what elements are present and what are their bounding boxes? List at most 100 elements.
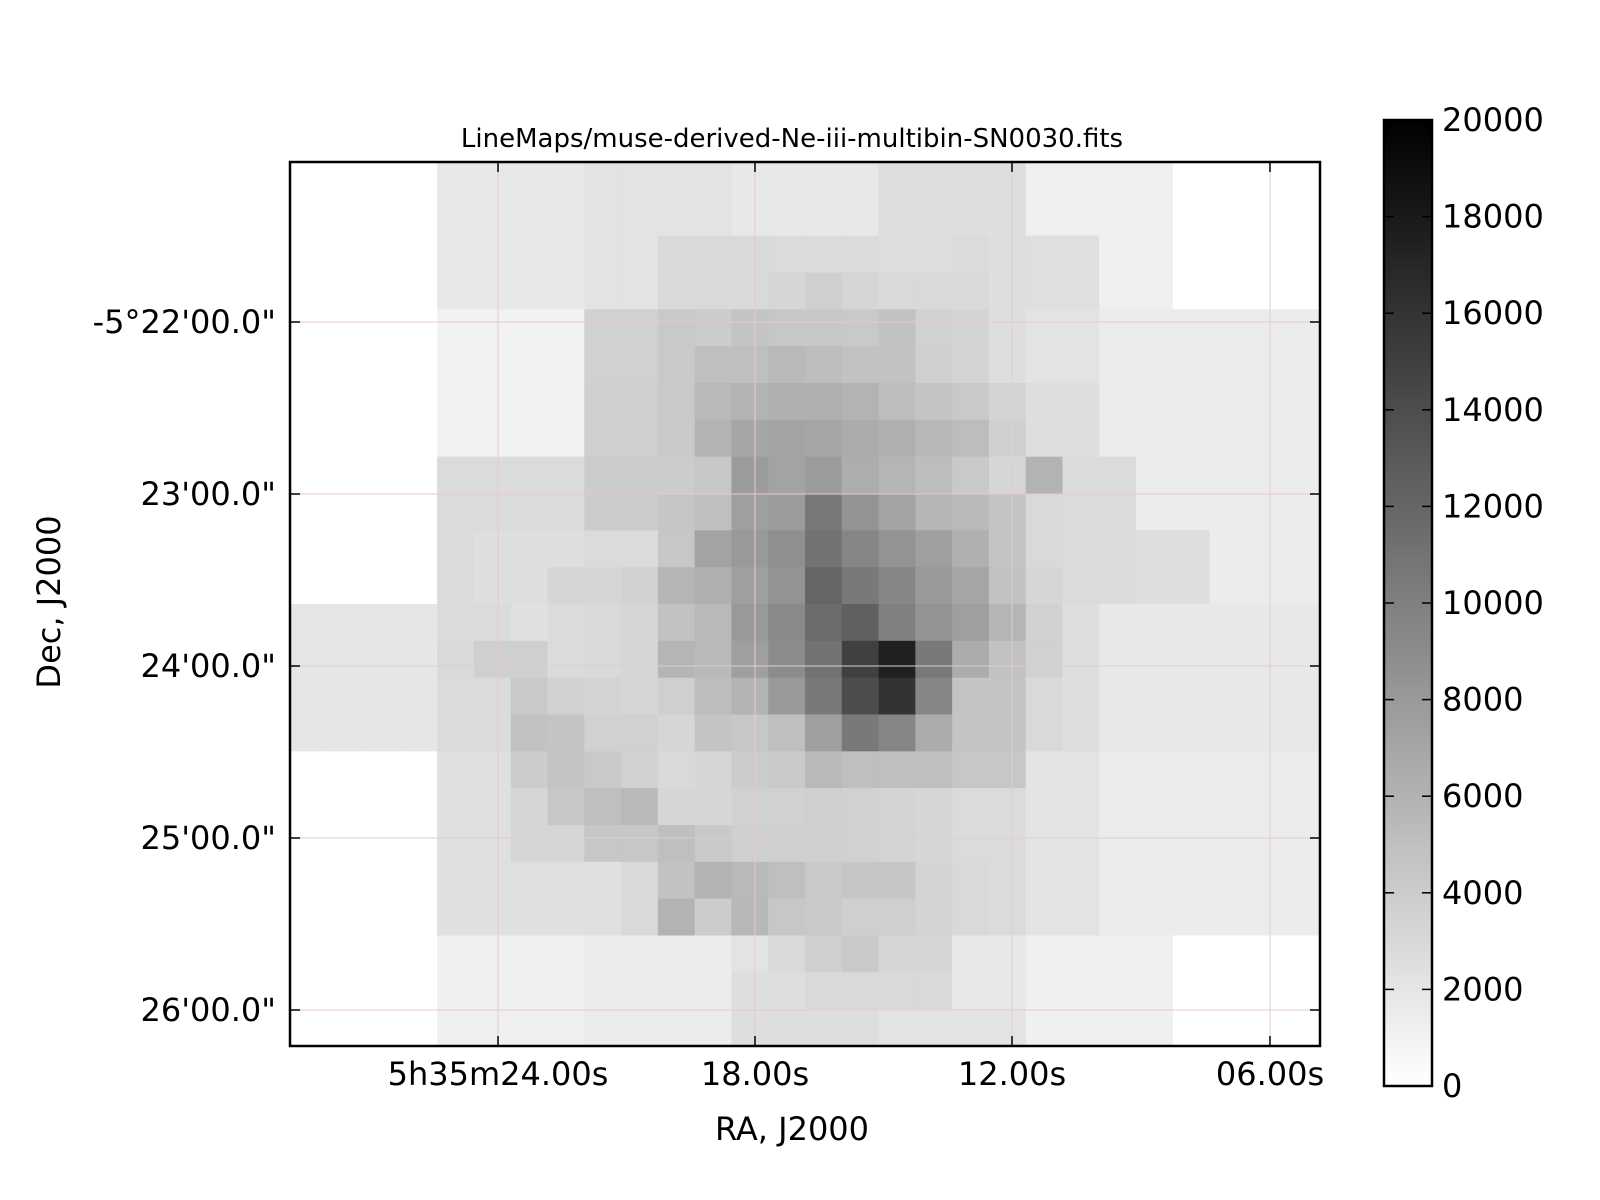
colorbar-tick-label: 12000	[1442, 487, 1544, 525]
heatmap-cell	[1172, 788, 1211, 826]
heatmap-cell	[547, 714, 585, 752]
heatmap-cell	[326, 825, 365, 863]
heatmap-cell	[805, 640, 843, 679]
heatmap-cell	[694, 383, 733, 421]
heatmap-cell	[1283, 1009, 1321, 1047]
heatmap-cell	[1062, 235, 1100, 274]
heatmap-cell	[731, 235, 769, 274]
heatmap-cell	[400, 309, 438, 347]
heatmap-cell	[326, 640, 365, 679]
heatmap-cell	[1209, 456, 1248, 495]
heatmap-cell	[952, 714, 990, 752]
heatmap-cell	[437, 419, 475, 458]
heatmap-cell	[547, 898, 585, 937]
heatmap-cell	[805, 530, 843, 568]
heatmap-cell	[1099, 714, 1137, 752]
heatmap-cell	[363, 235, 401, 274]
heatmap-cell	[510, 309, 549, 347]
heatmap-cell	[363, 493, 401, 531]
heatmap-cell	[694, 530, 733, 568]
heatmap-cell	[915, 346, 953, 384]
heatmap-cell	[1136, 493, 1174, 531]
heatmap-cell	[621, 935, 659, 973]
heatmap-cell	[437, 309, 475, 347]
y-tick-label: 26'00.0"	[141, 991, 276, 1029]
heatmap-cell	[290, 383, 328, 421]
heatmap-cell	[1062, 861, 1100, 900]
heatmap-cell	[1209, 972, 1248, 1010]
heatmap-cell	[694, 346, 733, 384]
heatmap-cell	[326, 419, 365, 458]
heatmap-cell	[657, 604, 696, 642]
heatmap-cell	[657, 567, 696, 605]
heatmap-cell	[473, 898, 512, 937]
heatmap-cell	[878, 861, 916, 900]
heatmap-cell	[437, 640, 475, 679]
heatmap-cell	[1246, 493, 1284, 531]
heatmap-cell	[1172, 235, 1211, 274]
heatmap-cell	[547, 604, 585, 642]
heatmap-cell	[768, 309, 806, 347]
heatmap-cell	[1172, 493, 1211, 531]
heatmap-cell	[952, 825, 990, 863]
heatmap-cell	[952, 383, 990, 421]
heatmap-cell	[1209, 714, 1248, 752]
heatmap-cell	[621, 640, 659, 679]
heatmap-cell	[841, 272, 880, 310]
heatmap-cell	[841, 861, 880, 900]
heatmap-cell	[1172, 456, 1211, 495]
colorbar-tick-label: 2000	[1442, 970, 1523, 1008]
heatmap-cell	[1025, 309, 1064, 347]
heatmap-cell	[1209, 567, 1248, 605]
heatmap-cell	[1062, 604, 1100, 642]
heatmap-cell	[547, 567, 585, 605]
heatmap-cell	[915, 861, 953, 900]
heatmap-cell	[657, 861, 696, 900]
heatmap-cell	[547, 383, 585, 421]
heatmap-cell	[290, 972, 328, 1010]
heatmap-cell	[1025, 530, 1064, 568]
heatmap-cell	[584, 861, 622, 900]
heatmap-cell	[1209, 530, 1248, 568]
heatmap-cell	[841, 825, 880, 863]
heatmap-cell	[584, 640, 622, 679]
heatmap-cell	[805, 383, 843, 421]
heatmap-cell	[1246, 788, 1284, 826]
heatmap-cell	[510, 751, 549, 789]
heatmap-cell	[768, 861, 806, 900]
heatmap-cell	[547, 456, 585, 495]
heatmap-cell	[1025, 677, 1064, 716]
heatmap-cell	[1246, 861, 1284, 900]
heatmap-cell	[915, 825, 953, 863]
heatmap-cell	[1172, 714, 1211, 752]
heatmap-cell	[1136, 788, 1174, 826]
heatmap-cell	[694, 898, 733, 937]
heatmap-cell	[1172, 1009, 1211, 1047]
heatmap-cell	[621, 530, 659, 568]
heatmap-cell	[1025, 419, 1064, 458]
heatmap-cell	[1209, 1009, 1248, 1047]
heatmap-cell	[1246, 714, 1284, 752]
heatmap-cell	[805, 419, 843, 458]
heatmap-cell	[1136, 272, 1174, 310]
heatmap-cell	[621, 383, 659, 421]
heatmap-cell	[952, 604, 990, 642]
heatmap-cell	[1136, 898, 1174, 937]
heatmap-cell	[915, 162, 953, 200]
heatmap-cell	[731, 272, 769, 310]
heatmap-cell	[731, 935, 769, 973]
heatmap-cell	[657, 198, 696, 237]
heatmap-cell	[363, 419, 401, 458]
heatmap-cell	[1136, 567, 1174, 605]
heatmap-cell	[621, 309, 659, 347]
heatmap-cell	[1172, 346, 1211, 384]
heatmap-cell	[584, 493, 622, 531]
heatmap-cell	[1136, 419, 1174, 458]
heatmap-cell	[1136, 640, 1174, 679]
heatmap-cell	[473, 346, 512, 384]
heatmap-cell	[326, 383, 365, 421]
heatmap-cell	[584, 272, 622, 310]
heatmap-cell	[694, 714, 733, 752]
heatmap-cell	[400, 272, 438, 310]
heatmap-cell	[400, 677, 438, 716]
